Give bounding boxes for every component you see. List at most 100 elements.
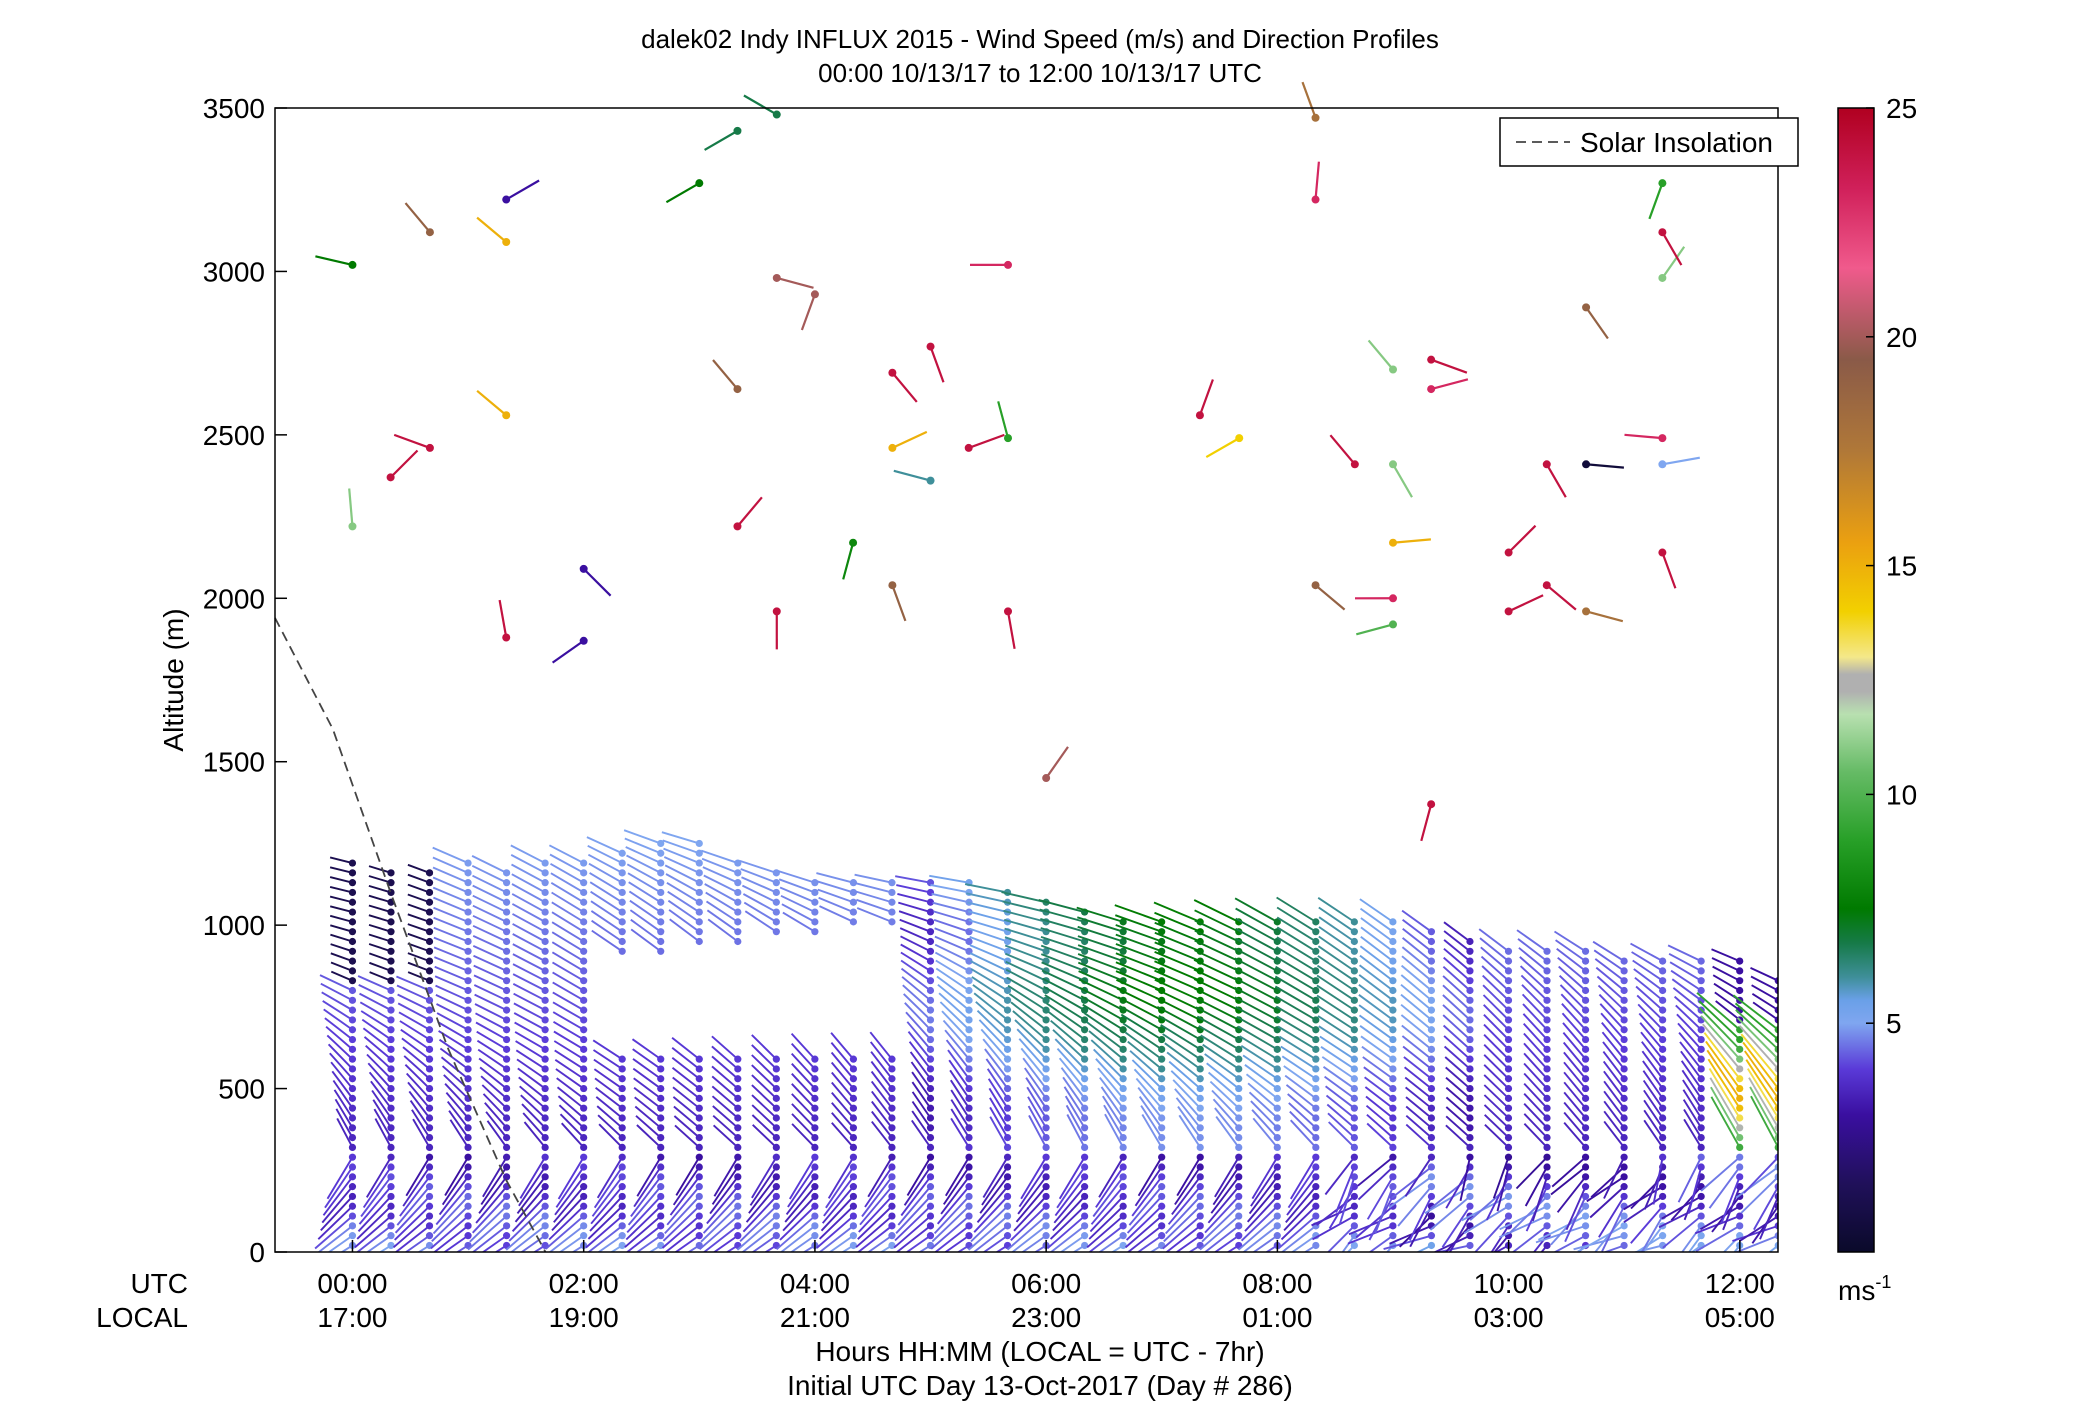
wind-dot [1350, 1094, 1358, 1102]
wind-dot [1736, 1104, 1744, 1112]
wind-dot [1119, 1241, 1127, 1250]
wind-dot [926, 1075, 935, 1083]
wind-dot [425, 1035, 434, 1044]
wind-barb [1600, 1012, 1625, 1041]
wind-dot [1736, 957, 1744, 965]
wind-dot [425, 1006, 434, 1014]
wind-barb [1640, 1215, 1664, 1252]
wind-dot [772, 908, 780, 916]
wind-dot [1466, 1084, 1474, 1093]
wind-barb [1275, 955, 1317, 982]
wind-dot [1273, 1212, 1281, 1220]
wind-dot [1581, 1084, 1590, 1093]
upper-wind-dot [579, 564, 588, 573]
wind-dot [1119, 1212, 1127, 1220]
wind-barb [629, 899, 662, 923]
wind-barb [1404, 1156, 1433, 1197]
wind-barb [1523, 1052, 1548, 1080]
wind-dot [734, 1153, 742, 1161]
wind-barb [408, 1090, 431, 1119]
wind-barb [1445, 1066, 1471, 1090]
wind-barb [895, 1225, 932, 1252]
wind-dot [541, 1153, 549, 1161]
wind-barb [407, 883, 430, 894]
wind-barb [1316, 1004, 1355, 1031]
wind-barb [437, 1021, 469, 1041]
wind-barb [550, 862, 585, 884]
wind-barb [908, 1041, 932, 1070]
wind-dot [503, 1045, 511, 1053]
wind-dot [926, 1094, 935, 1102]
wind-barb [1643, 1089, 1664, 1119]
wind-dot [772, 1065, 780, 1073]
wind-dot [1350, 1104, 1358, 1112]
wind-dot [1350, 1016, 1358, 1024]
wind-dot [1543, 1084, 1551, 1093]
wind-barb [1593, 949, 1625, 972]
x-tick-label-local: 01:00 [1242, 1302, 1312, 1333]
wind-dot [1081, 1094, 1089, 1102]
wind-barb [559, 1113, 585, 1139]
wind-barb [1563, 1071, 1587, 1099]
wind-barb [1020, 1156, 1047, 1200]
wind-dot [1119, 1094, 1127, 1102]
wind-barb [1280, 1045, 1317, 1070]
wind-dot [1504, 1045, 1513, 1053]
wind-barb [1359, 964, 1394, 992]
wind-barb [1558, 965, 1587, 992]
wind-barb [626, 1195, 662, 1234]
wind-barb [1443, 1045, 1471, 1070]
wind-barb [1049, 1225, 1086, 1252]
wind-dot [1659, 977, 1667, 985]
wind-dot [1620, 1153, 1628, 1161]
wind-barb [434, 956, 469, 972]
wind-dot [811, 928, 819, 936]
wind-dot [1774, 1084, 1778, 1093]
y-tick-label: 2000 [203, 583, 265, 614]
wind-barb [433, 916, 469, 933]
wind-barb [666, 881, 700, 904]
wind-barb [666, 1186, 701, 1226]
wind-barb [1634, 976, 1664, 1002]
wind-barb [514, 1031, 546, 1051]
wind-dot [657, 1153, 665, 1161]
wind-barb [1119, 1005, 1163, 1031]
wind-dot [464, 1006, 472, 1014]
wind-barb [417, 1244, 431, 1252]
wind-dot [1581, 957, 1590, 965]
wind-barb [1516, 929, 1548, 953]
wind-barb [593, 1068, 623, 1090]
wind-dot [1081, 1045, 1089, 1053]
wind-barb [1234, 897, 1278, 923]
upper-wind-dot [502, 633, 511, 642]
wind-dot [387, 908, 395, 916]
wind-dot [888, 1084, 896, 1093]
wind-dot [1466, 1183, 1474, 1191]
wind-dot [1235, 1183, 1243, 1191]
wind-dot [657, 1183, 665, 1191]
wind-barb [592, 1039, 623, 1060]
wind-barb [1678, 1031, 1702, 1060]
wind-dot [1659, 1153, 1667, 1161]
wind-dot [1350, 1241, 1358, 1250]
wind-dot [464, 1183, 472, 1191]
wind-barb [1120, 1013, 1163, 1041]
upper-wind-barb [1661, 231, 1683, 266]
wind-barb [1328, 1121, 1356, 1149]
wind-barb [1165, 1225, 1201, 1252]
wind-barb [1673, 995, 1702, 1021]
wind-dot [1235, 1222, 1243, 1230]
wind-dot [695, 1143, 703, 1152]
wind-barb [902, 984, 932, 1011]
wind-dot [1042, 1212, 1050, 1220]
wind-dot [657, 1055, 665, 1063]
wind-barb [1236, 1015, 1278, 1041]
wind-dot [1312, 967, 1320, 975]
x-axis-ticks: 00:0017:0002:0019:0004:0021:0006:0023:00… [317, 1240, 1775, 1333]
wind-dot [1196, 1212, 1204, 1220]
wind-barb [1445, 1076, 1471, 1100]
wind-barb [476, 1030, 508, 1051]
wind-barb [903, 993, 932, 1021]
wind-barb [472, 884, 508, 904]
